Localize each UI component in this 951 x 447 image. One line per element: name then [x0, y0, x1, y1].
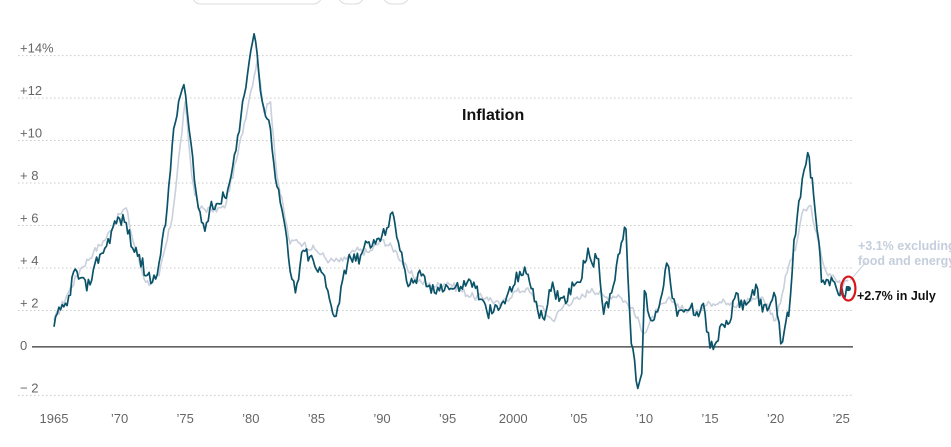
x-tick-label: ’15 — [701, 411, 718, 426]
y-tick-label: +10 — [20, 126, 42, 141]
cropped-toggle-shape — [192, 0, 322, 5]
y-tick-label: + 2 — [20, 295, 38, 310]
x-tick-label: ’70 — [111, 411, 128, 426]
x-tick-label: ’90 — [373, 411, 390, 426]
x-tick-label: ’25 — [833, 411, 850, 426]
core-annotation-line1: +3.1% excluding — [858, 239, 951, 253]
headline-inflation-series-line — [53, 32, 850, 390]
latest-value-dot — [845, 285, 852, 292]
chart-title: Inflation — [462, 107, 524, 124]
y-tick-label: + 8 — [20, 168, 38, 183]
y-tick-label: +14% — [20, 41, 54, 56]
grid-lines — [18, 55, 853, 396]
cropped-button-shape — [383, 0, 409, 5]
x-tick-label: ’20 — [767, 411, 784, 426]
x-tick-label: ’80 — [242, 411, 259, 426]
y-tick-label: + 6 — [20, 211, 38, 226]
x-tick-label: ’05 — [570, 411, 587, 426]
core-annotation-leader — [850, 261, 867, 281]
x-tick-label: ’75 — [177, 411, 194, 426]
top-controls-fragment — [192, 0, 409, 5]
x-axis-ticks: 1965 ’70 ’75 ’80 ’85 ’90 ’95 2000 ’05 ’10 ’15 ’20 ’2… — [40, 411, 850, 426]
latest-value-highlight-circle — [840, 275, 857, 302]
y-tick-label: +12 — [20, 83, 42, 98]
y-tick-label: 0 — [20, 338, 27, 353]
x-tick-label: ’10 — [636, 411, 653, 426]
y-tick-label: − 2 — [20, 380, 38, 395]
y-tick-label: + 4 — [20, 253, 38, 268]
core-annotation-line2: food and energy — [858, 254, 951, 268]
cropped-button-shape — [338, 0, 364, 5]
y-axis-ticks: +14% +12 +10 + 8 + 6 + 4 + 2 0 − 2 — [20, 41, 54, 396]
x-tick-label: 2000 — [499, 411, 528, 426]
x-tick-label: ’95 — [439, 411, 456, 426]
x-tick-label: ’85 — [308, 411, 325, 426]
core-inflation-series-line — [53, 58, 849, 335]
x-tick-label: 1965 — [40, 411, 69, 426]
headline-annotation: +2.7% in July — [857, 289, 936, 303]
